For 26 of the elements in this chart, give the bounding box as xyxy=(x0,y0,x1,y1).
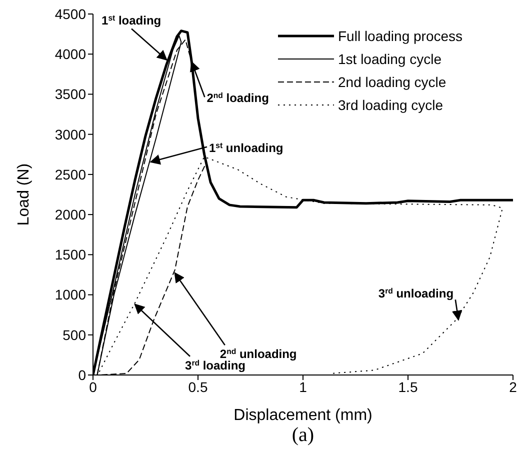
y-axis-title: Load (N) xyxy=(16,163,33,226)
y-tick-label: 1000 xyxy=(54,286,86,303)
x-tick-label: 0.5 xyxy=(188,378,208,395)
annotation: 3$^{rd}$ unloading xyxy=(378,286,454,301)
y-tick-label: 4000 xyxy=(54,46,86,62)
y-tick-label: 4500 xyxy=(54,6,86,22)
x-tick-label: 2 xyxy=(509,378,518,395)
y-tick-label: 3000 xyxy=(54,126,86,142)
y-tick-label: 2500 xyxy=(54,166,86,182)
text: (a) xyxy=(290,424,316,447)
legend-label: 3rd loading cycle xyxy=(338,96,444,112)
y-tick-label: 3500 xyxy=(54,86,86,102)
y-tick-label: 0 xyxy=(78,366,86,383)
x-axis-title: Displacement (mm) xyxy=(234,407,372,424)
annotation: 2$^{nd}$ loading xyxy=(206,90,269,106)
x-tick-label: 1 xyxy=(299,378,308,395)
annotation: 1$^{st}$ unloading xyxy=(208,140,284,155)
y-tick-label: 1500 xyxy=(54,246,86,263)
legend-label: 2nd loading cycle xyxy=(338,74,446,90)
x-tick-label: 1.5 xyxy=(398,378,418,395)
y-tick-label: 2000 xyxy=(54,206,86,223)
annotation: 1$^{st}$ loading xyxy=(102,13,162,28)
x-tick-label: 0 xyxy=(89,378,98,395)
legend-label: 1st loading cycle xyxy=(338,50,442,66)
legend-label: Full loading process xyxy=(338,28,463,44)
y-tick-label: 500 xyxy=(62,326,86,343)
